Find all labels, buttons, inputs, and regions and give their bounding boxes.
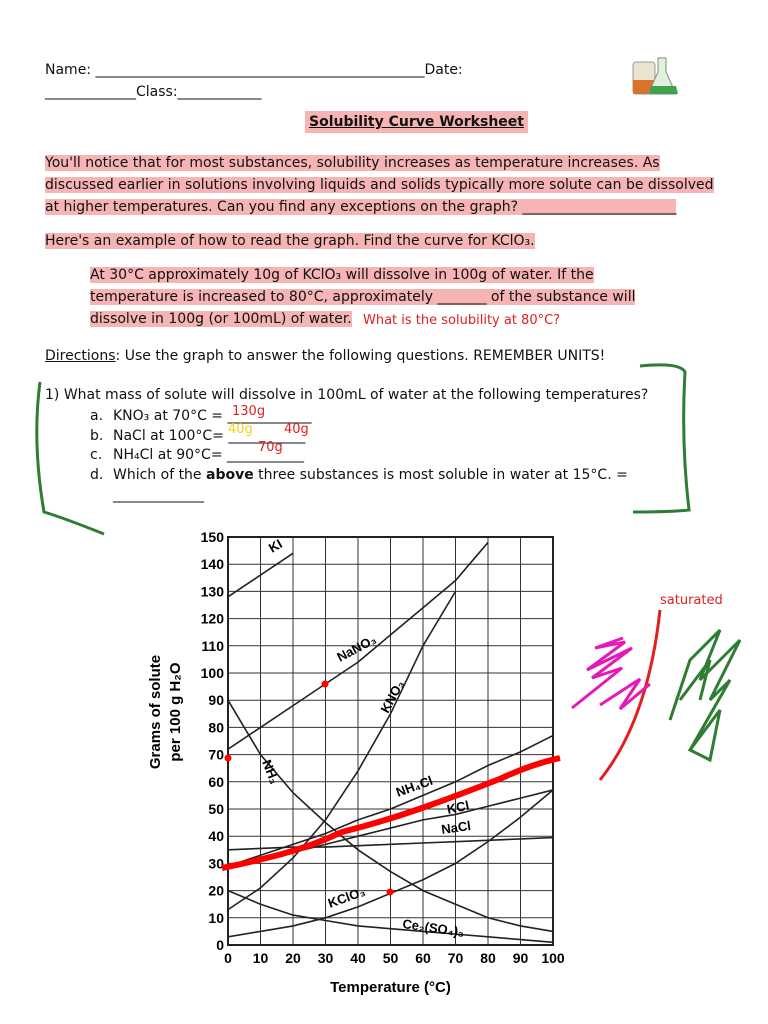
example-detail: At 30°C approximately 10g of KClO₃ will … xyxy=(90,264,655,330)
x-tick-label: 10 xyxy=(253,950,269,966)
x-tick-label: 40 xyxy=(350,950,366,966)
scribble-green xyxy=(668,628,742,763)
flask-icon xyxy=(632,57,678,95)
x-tick-label: 80 xyxy=(480,950,496,966)
class-line: _____________Class:____________ xyxy=(45,84,262,100)
y-tick-label: 90 xyxy=(208,692,224,708)
y-tick-label: 0 xyxy=(216,937,224,953)
curve xyxy=(227,552,294,598)
item-text-before: Which of the xyxy=(113,467,206,483)
item-blank: _____________ xyxy=(113,487,204,503)
x-tick-label: 20 xyxy=(285,950,301,966)
curve xyxy=(227,590,457,911)
x-tick-label: 60 xyxy=(415,950,431,966)
x-tick-label: 50 xyxy=(383,950,399,966)
answer: 70g xyxy=(258,440,283,455)
y-tick-label: 100 xyxy=(201,665,225,681)
student-dot xyxy=(321,680,329,688)
answer: 40g xyxy=(228,422,253,437)
directions-label: Directions xyxy=(45,348,116,364)
y-tick-label: 80 xyxy=(208,719,224,735)
example-text: Here's an example of how to read the gra… xyxy=(45,233,535,249)
item-text: Which of the above three substances is m… xyxy=(113,464,628,486)
y-tick-label: 40 xyxy=(208,828,224,844)
question: 1) What mass of solute will dissolve in … xyxy=(45,387,649,403)
curve xyxy=(227,889,554,944)
item-marker: d. xyxy=(90,467,104,483)
example: Here's an example of how to read the gra… xyxy=(45,230,535,252)
item-text: KNO₃ at 70°C = ____________ xyxy=(113,408,312,424)
y-tick-label: 150 xyxy=(201,529,225,545)
item-text: NH₄Cl at 90°C= ___________ xyxy=(113,447,305,463)
curve xyxy=(227,836,554,851)
intro-text: You'll notice that for most substances, … xyxy=(45,155,714,215)
item-marker: c. xyxy=(90,447,103,463)
y-tick-label: 140 xyxy=(201,556,225,572)
curve-label: NaCl xyxy=(440,818,471,837)
y-tick-label: 50 xyxy=(208,801,224,817)
y-axis-label: Grams of solute xyxy=(147,655,164,769)
title: Solubility Curve Worksheet xyxy=(305,111,528,133)
x-tick-label: 30 xyxy=(318,950,334,966)
curve-label: KCl xyxy=(446,798,471,817)
intro: You'll notice that for most substances, … xyxy=(45,152,715,218)
example-note: What is the solubility at 80°C? xyxy=(363,313,561,328)
scribble-pink xyxy=(571,636,651,711)
curve-label: KI xyxy=(266,536,285,555)
x-tick-label: 70 xyxy=(448,950,464,966)
answer: 40g xyxy=(284,422,309,437)
y-tick-label: 30 xyxy=(208,855,224,871)
item-bold: above xyxy=(206,467,254,483)
y-tick-label: 70 xyxy=(208,747,224,763)
answer: 130g xyxy=(232,404,266,419)
item-marker: b. xyxy=(90,428,104,444)
student-trace xyxy=(221,755,561,871)
x-tick-label: 0 xyxy=(224,950,232,966)
annotation: saturated xyxy=(660,593,723,608)
student-dot xyxy=(224,754,232,762)
item-marker: a. xyxy=(90,408,104,424)
item-text: NaCl at 100°C= ___________ xyxy=(113,428,306,444)
saturated-line xyxy=(598,609,662,781)
directions: Directions: Use the graph to answer the … xyxy=(45,345,605,367)
student-dot xyxy=(386,888,394,896)
y-tick-label: 120 xyxy=(201,611,225,627)
x-axis-label: Temperature (°C) xyxy=(330,979,451,996)
bracket-left xyxy=(35,381,105,536)
directions-text: : Use the graph to answer the following … xyxy=(115,348,606,364)
item-text-after: three substances is most soluble in wate… xyxy=(253,467,628,483)
example-detail-text: At 30°C approximately 10g of KClO₃ will … xyxy=(90,267,636,327)
x-tick-label: 90 xyxy=(513,950,529,966)
y-tick-label: 60 xyxy=(208,774,224,790)
bracket-right xyxy=(632,363,691,514)
chart: 0 10 20 30 40 50 60 70 80 90 100 110 120 130 140 150 0 10… xyxy=(147,529,565,996)
curve xyxy=(227,699,554,933)
curve xyxy=(227,541,489,750)
y-axis-label: per 100 g H₂O xyxy=(167,662,184,762)
y-tick-label: 20 xyxy=(208,883,224,899)
x-tick-label: 100 xyxy=(541,950,565,966)
name-line: Name: __________________________________… xyxy=(45,62,463,78)
y-tick-label: 110 xyxy=(201,638,224,654)
y-tick-label: 10 xyxy=(208,910,224,926)
y-tick-label: 130 xyxy=(201,583,225,599)
